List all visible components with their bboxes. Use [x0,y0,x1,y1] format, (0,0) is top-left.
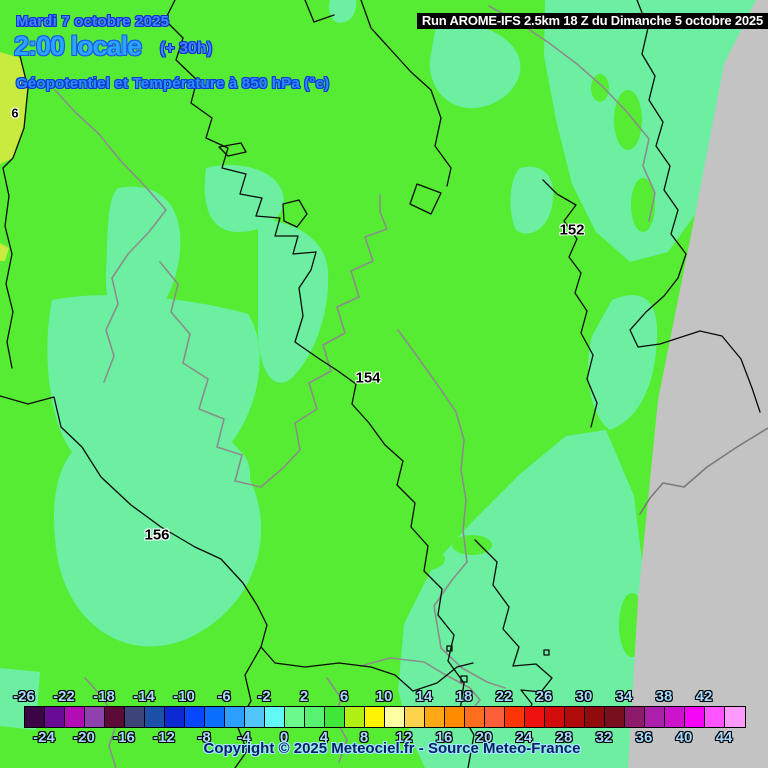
scale-cell [525,707,545,727]
model-run-banner: Run AROME-IFS 2.5km 18 Z du Dimanche 5 o… [416,13,768,29]
scale-cell [545,707,565,727]
scale-tick-label: -2 [257,688,271,705]
scale-cell [345,707,365,727]
scale-cell [705,707,725,727]
scale-tick-label: 14 [415,688,433,705]
scale-tick-label: 28 [555,729,573,746]
scale-tick-label: 24 [515,729,533,746]
scale-tick-label: -22 [53,688,75,705]
scale-cell [85,707,105,727]
scale-cell [25,707,45,727]
scale-tick-label: 38 [655,688,673,705]
scale-cell [465,707,485,727]
scale-tick-label: -14 [133,688,155,705]
scale-cell [645,707,665,727]
scale-cell [65,707,85,727]
scale-tick-label: -6 [217,688,231,705]
scale-cell [365,707,385,727]
scale-tick-label: -26 [13,688,35,705]
scale-cell [665,707,685,727]
scale-cell [285,707,305,727]
scale-cell [165,707,185,727]
scale-cell [605,707,625,727]
scale-cell [445,707,465,727]
scale-cell [265,707,285,727]
scale-cell [685,707,705,727]
scale-tick-label: 32 [595,729,613,746]
copyright-label: Copyright © 2025 Meteociel.fr - Source M… [203,740,581,757]
scale-tick-label: 12 [395,729,413,746]
scale-cell [245,707,265,727]
scale-labels-bottom: -24 -20 -16 -12 -8 -4 0 4 8 12 16 20 24 28 32 36 40 44 [0,729,768,746]
contour-label: 6 [11,105,19,121]
scale-tick-label: 8 [359,729,369,746]
scale-tick-label: 30 [575,688,593,705]
scale-cell [725,707,745,727]
local-time-label: 2:00 locale [14,31,142,61]
scale-tick-label: 18 [455,688,473,705]
scale-tick-label: 26 [535,688,553,705]
scale-cell [105,707,125,727]
scale-tick-label: 34 [615,688,633,705]
scale-cell [405,707,425,727]
scale-cell [425,707,445,727]
scale-cell [485,707,505,727]
forecast-offset-label: (+ 30h) [160,40,213,57]
scale-cell [505,707,525,727]
parameter-title: Géopotentiel et Température à 850 hPa (°… [16,75,330,92]
scale-tick-label: 6 [339,688,349,705]
scale-bar [24,706,746,728]
scale-cell [225,707,245,727]
scale-tick-label: 0 [279,729,289,746]
scale-cell [625,707,645,727]
scale-cell [565,707,585,727]
scale-labels-top: -26 -22 -18 -14 -10 -6 -2 2 6 10 14 18 22 26 30 34 38 42 [0,688,768,705]
scale-tick-label: 20 [475,729,493,746]
date-label: Mardi 7 octobre 2025 [16,13,170,30]
scale-cell [145,707,165,727]
scale-cell [125,707,145,727]
scale-cell [325,707,345,727]
contour-label: 154 [355,369,381,387]
scale-tick-label: 16 [435,729,453,746]
scale-tick-label: 10 [375,688,393,705]
scale-tick-label: -12 [153,729,175,746]
scale-tick-label: -16 [113,729,135,746]
scale-cell [185,707,205,727]
scale-tick-label: 36 [635,729,653,746]
scale-tick-label: -8 [197,729,211,746]
scale-tick-label: -10 [173,688,195,705]
contour-label: 152 [559,221,585,239]
scale-tick-label: -18 [93,688,115,705]
scale-cell [45,707,65,727]
scale-tick-label: -24 [33,729,55,746]
scale-tick-label: 2 [299,688,309,705]
scale-cell [385,707,405,727]
scale-tick-label: 22 [495,688,513,705]
scale-tick-label: -4 [237,729,251,746]
scale-tick-label: 4 [319,729,329,746]
scale-tick-label: 42 [695,688,713,705]
scale-tick-label: 44 [715,729,733,746]
scale-cell [305,707,325,727]
contour-label: 156 [144,526,170,544]
scale-tick-label: 40 [675,729,693,746]
no-data-region [628,0,768,768]
scale-tick-label: -20 [73,729,95,746]
scale-cell [585,707,605,727]
scale-cell [205,707,225,727]
